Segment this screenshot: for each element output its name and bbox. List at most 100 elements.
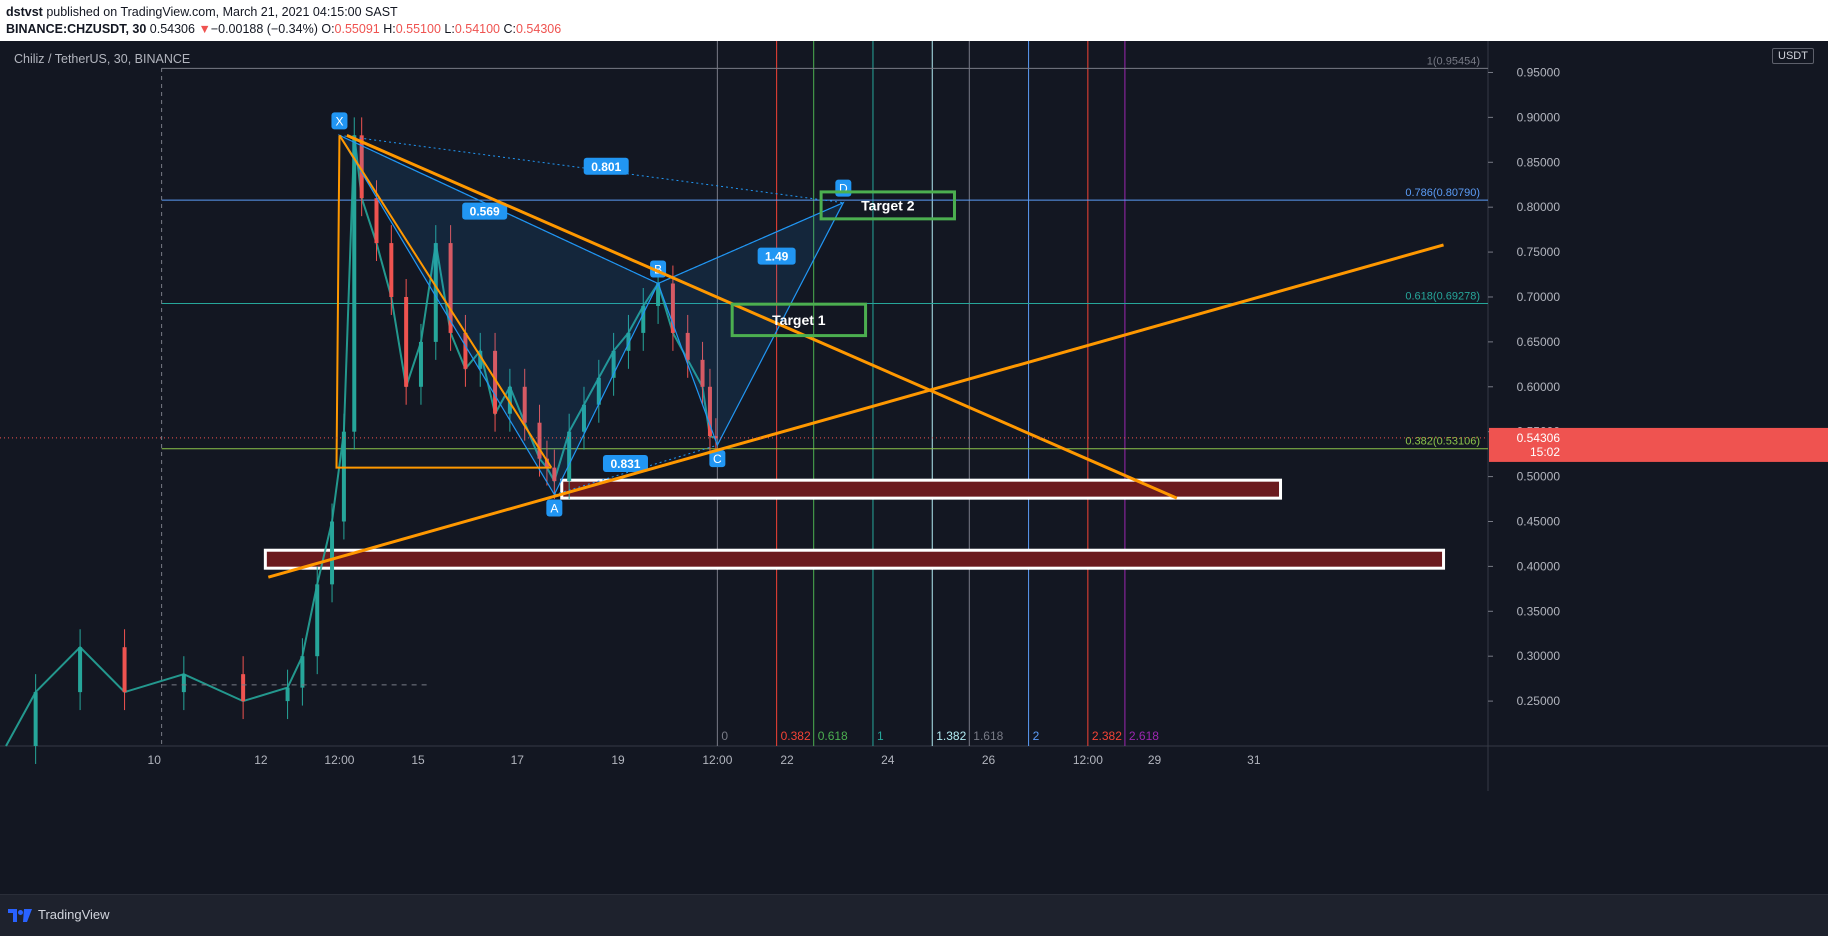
footer: TradingView xyxy=(0,894,1828,936)
price-tick-label: 0.75000 xyxy=(1517,245,1561,259)
price-tick-label: 0.25000 xyxy=(1517,694,1561,708)
candle-body xyxy=(581,404,586,432)
candle-body xyxy=(493,350,498,414)
candle-body xyxy=(685,332,690,360)
svg-text:0.801: 0.801 xyxy=(591,160,621,174)
candle-body xyxy=(33,692,38,746)
price-tick-label: 0.65000 xyxy=(1517,335,1561,349)
chart-title: Chiliz / TetherUS, 30, BINANCE xyxy=(14,52,191,66)
tradingview-logo[interactable]: TradingView xyxy=(8,907,110,923)
fib-time-zone-label: 0.618 xyxy=(818,729,848,743)
price-tick-label: 0.30000 xyxy=(1517,649,1561,663)
fib-level-label: 0.382(0.53106) xyxy=(1405,436,1480,448)
price-tick-label: 0.35000 xyxy=(1517,604,1561,618)
candle-body xyxy=(300,656,305,688)
candle-body xyxy=(611,350,616,378)
pattern-ratio-label: 1.49 xyxy=(757,247,796,265)
candle-body xyxy=(596,377,601,405)
fib-time-zone-label: 0.382 xyxy=(781,729,811,743)
candle-body xyxy=(285,687,290,702)
pattern-xab-triangle xyxy=(337,133,659,496)
published-text: published on TradingView.com, March 21, … xyxy=(46,5,398,19)
pattern-ratio-label: 0.801 xyxy=(583,157,629,175)
time-tick-label: 15 xyxy=(411,753,425,767)
time-tick-label: 12:00 xyxy=(324,753,354,767)
time-tick-label: 29 xyxy=(1148,753,1162,767)
symbol-label: BINANCE:CHZUSDT, 30 xyxy=(6,22,147,36)
author-name[interactable]: dstvst xyxy=(6,5,43,19)
svg-text:A: A xyxy=(550,502,558,516)
fib-level-label: 0.618(0.69278) xyxy=(1405,290,1480,302)
open-label: O: xyxy=(321,22,335,36)
low-value: 0.54100 xyxy=(454,22,501,36)
candle-body xyxy=(537,422,542,459)
orange-triangle-line xyxy=(335,135,552,469)
chart-header: dstvst published on TradingView.com, Mar… xyxy=(0,0,1828,41)
candle-body xyxy=(448,243,453,333)
candle-body xyxy=(641,305,646,333)
candle-body xyxy=(404,296,409,387)
pattern-ratio-line xyxy=(657,202,844,284)
time-tick-label: 12:00 xyxy=(1073,753,1103,767)
candle-body xyxy=(478,350,483,369)
target-label: Target 2 xyxy=(861,197,915,213)
time-tick-label: 26 xyxy=(982,753,996,767)
candle-body xyxy=(315,584,320,657)
price-tick-label: 0.95000 xyxy=(1517,65,1561,79)
fib-time-zone-label: 2 xyxy=(1033,729,1040,743)
candle-body xyxy=(670,283,675,333)
low-label: L: xyxy=(444,22,455,36)
candle-body xyxy=(626,332,631,351)
candle-body xyxy=(700,359,705,387)
target-label: Target 1 xyxy=(772,312,826,328)
current-price-label: 0.54306 xyxy=(1517,431,1561,445)
chart-area[interactable]: 0.95000 0.90000 0.85000 0.80000 0.75000 0.700… xyxy=(0,41,1828,935)
current-price-tag xyxy=(1489,427,1828,462)
candle-body xyxy=(352,135,357,432)
candle-body xyxy=(241,674,246,702)
candle-body xyxy=(330,521,335,585)
price-tick-label: 0.85000 xyxy=(1517,155,1561,169)
close-value: 0.54306 xyxy=(516,22,562,36)
time-tick-label: 19 xyxy=(611,753,625,767)
currency-button[interactable]: USDT xyxy=(1772,48,1814,64)
fib-time-zone-label: 1.618 xyxy=(973,729,1003,743)
time-tick-label: 31 xyxy=(1247,753,1261,767)
price-axis-bg xyxy=(1488,41,1828,894)
price-tick-label: 0.50000 xyxy=(1517,470,1561,484)
fib-time-zone-label: 2.382 xyxy=(1092,729,1122,743)
time-tick-label: 22 xyxy=(780,753,794,767)
time-tick-label: 12:00 xyxy=(702,753,732,767)
candle-body xyxy=(389,243,394,297)
fib-time-zone-label: 1.382 xyxy=(936,729,966,743)
chart-canvas[interactable]: 0.95000 0.90000 0.85000 0.80000 0.75000 0.700… xyxy=(0,41,1828,894)
fib-level-label: 0.786(0.80790) xyxy=(1405,187,1480,199)
pattern-ratio-label: 0.569 xyxy=(462,202,508,220)
svg-text:D: D xyxy=(839,182,848,196)
high-value: 0.55100 xyxy=(395,22,441,36)
trendline xyxy=(267,243,1444,579)
price-change: −0.00188 (−0.34%) xyxy=(210,22,318,36)
svg-text:0.831: 0.831 xyxy=(610,457,640,471)
last-price: 0.54306 xyxy=(149,22,195,36)
price-line xyxy=(5,135,717,747)
candle-body xyxy=(707,386,712,437)
price-tick-label: 0.80000 xyxy=(1517,200,1561,214)
time-tick-label: 12 xyxy=(254,753,268,767)
candle-body xyxy=(359,135,364,199)
pattern-point-a: A xyxy=(546,499,563,517)
candle-body xyxy=(463,332,468,369)
candle-body xyxy=(552,467,557,482)
support-zone-box xyxy=(263,548,1446,570)
price-tick-label: 0.40000 xyxy=(1517,559,1561,573)
candle-body xyxy=(122,647,127,693)
down-arrow-icon: ▼ xyxy=(198,22,211,36)
candle-body xyxy=(567,431,572,482)
high-label: H: xyxy=(383,22,396,36)
price-tick-label: 0.45000 xyxy=(1517,514,1561,528)
candle-body xyxy=(544,458,549,468)
candle-body xyxy=(341,431,346,522)
tradingview-logo-icon xyxy=(8,908,32,922)
publish-info: dstvst published on TradingView.com, Mar… xyxy=(6,5,398,19)
close-label: C: xyxy=(503,22,517,36)
